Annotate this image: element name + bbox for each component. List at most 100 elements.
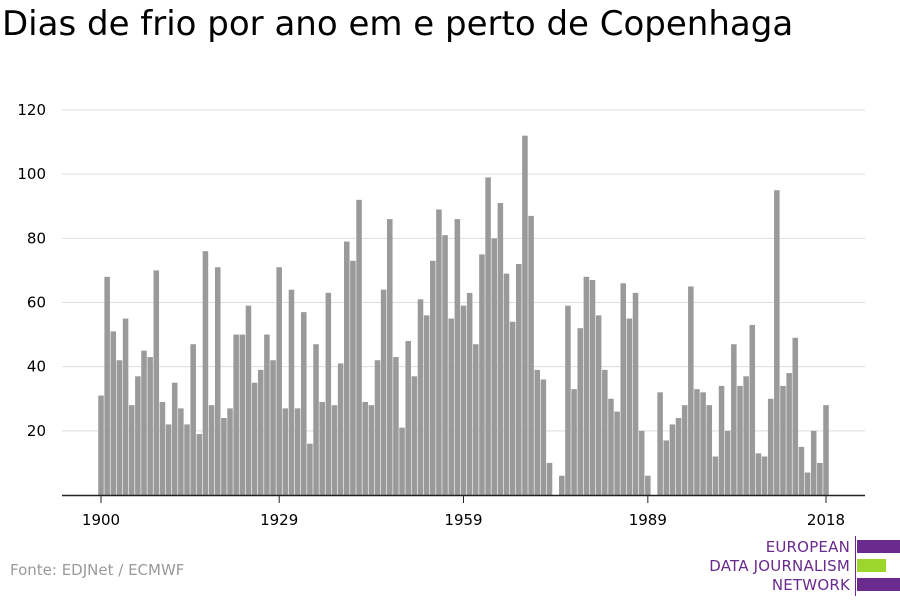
bar-1954 [430,260,436,495]
bar-1980 [589,280,596,495]
bar-1948 [393,357,399,495]
x-tick-label: 1900 [82,511,120,529]
chart-title: Dias de frio por ano em e perto de Copen… [2,4,794,44]
bar-1926 [257,369,264,496]
logo-text-data-journalism: DATA JOURNALISM [709,557,850,575]
bar-1950 [405,341,411,495]
bar-1917 [202,251,209,495]
bar-2004 [737,385,743,495]
x-axis-ticks: 1900 1929 1959 1989 2018 [82,495,845,529]
bar-1965 [497,203,504,496]
bar-1989 [645,475,651,495]
bar-1900 [98,395,104,495]
logo-text-european: EUROPEAN [765,538,850,556]
y-tick-label: 100 [17,165,46,183]
bar-2008 [761,456,768,495]
bar-1986 [626,318,633,495]
bar-1910 [159,401,166,495]
bar-2018 [823,405,829,495]
bar-1925 [251,382,258,495]
bar-1956 [442,235,448,496]
bar-1993 [669,424,676,495]
bar-1994 [675,418,682,495]
bar-1999 [706,405,713,495]
bar-2003 [731,344,737,495]
bar-1946 [380,289,387,495]
bar-1916 [196,434,203,495]
bar-1983 [608,398,614,495]
bar-1964 [491,238,497,495]
bar-1907 [141,350,147,496]
bar-2015 [804,472,811,495]
bar-1978 [577,328,583,495]
y-axis-labels: 20 40 60 80 100 120 [17,101,46,440]
logo-text-network: NETWORK [771,576,850,594]
bar-1970 [528,215,534,496]
bar-1934 [307,443,313,495]
bar-1914 [184,424,190,495]
bar-2006 [749,324,756,495]
bar-1973 [546,462,553,495]
x-tick-label: 2018 [807,511,845,529]
bar-2011 [780,385,786,495]
x-tick-label: 1929 [260,511,298,529]
bar-1919 [214,267,221,495]
bar-1971 [534,369,540,496]
bar-1958 [454,219,461,495]
bar-1988 [638,430,645,495]
bar-1976 [565,305,571,495]
y-tick-label: 80 [27,229,46,247]
bar-1998 [700,392,706,495]
bar-1996 [688,286,694,495]
y-tick-label: 60 [27,294,46,312]
bar-2012 [786,373,792,495]
bar-1938 [331,405,338,495]
bar-1953 [423,315,430,495]
bar-1952 [417,299,424,495]
bar-1949 [399,427,405,496]
bar-1920 [221,418,227,495]
y-tick-label: 40 [27,358,46,376]
bar-1982 [602,369,608,496]
y-tick-label: 120 [17,101,46,119]
bar-1929 [276,267,282,495]
bar-1903 [116,360,123,495]
bar-1912 [171,382,178,495]
bar-1947 [387,219,393,495]
bar-1981 [595,315,602,495]
bar-1939 [337,363,344,495]
bar-1901 [104,276,110,495]
source-note: Fonte: EDJNet / ECMWF [10,561,185,579]
bar-1932 [294,408,301,496]
bar-1936 [319,401,325,495]
bar-2002 [724,430,731,495]
x-tick-label: 1989 [629,511,667,529]
bar-1975 [559,475,565,495]
bar-1935 [313,344,319,495]
bar-1967 [509,321,516,495]
bar-2010 [774,190,780,495]
x-tick-label: 1959 [444,511,482,529]
bar-1987 [632,292,639,496]
bar-1942 [356,199,362,495]
bar-1991 [657,392,663,495]
bar-1944 [368,405,375,495]
bar-1962 [479,254,485,496]
bar-1963 [485,177,491,496]
bar-1972 [540,379,547,495]
bar-1931 [288,289,295,495]
bar-1940 [344,241,350,495]
bar-2009 [767,398,774,495]
bar-2014 [798,446,805,496]
bar-1906 [135,376,141,495]
bar-1902 [110,331,117,496]
bar-2013 [792,337,799,495]
bar-1979 [583,276,590,495]
bar-1969 [522,135,528,496]
bar-1968 [516,264,522,495]
y-tick-label: 20 [27,422,46,440]
bar-1984 [614,411,620,495]
bar-2017 [817,462,823,495]
bar-1966 [503,273,510,496]
bar-1930 [282,408,289,496]
